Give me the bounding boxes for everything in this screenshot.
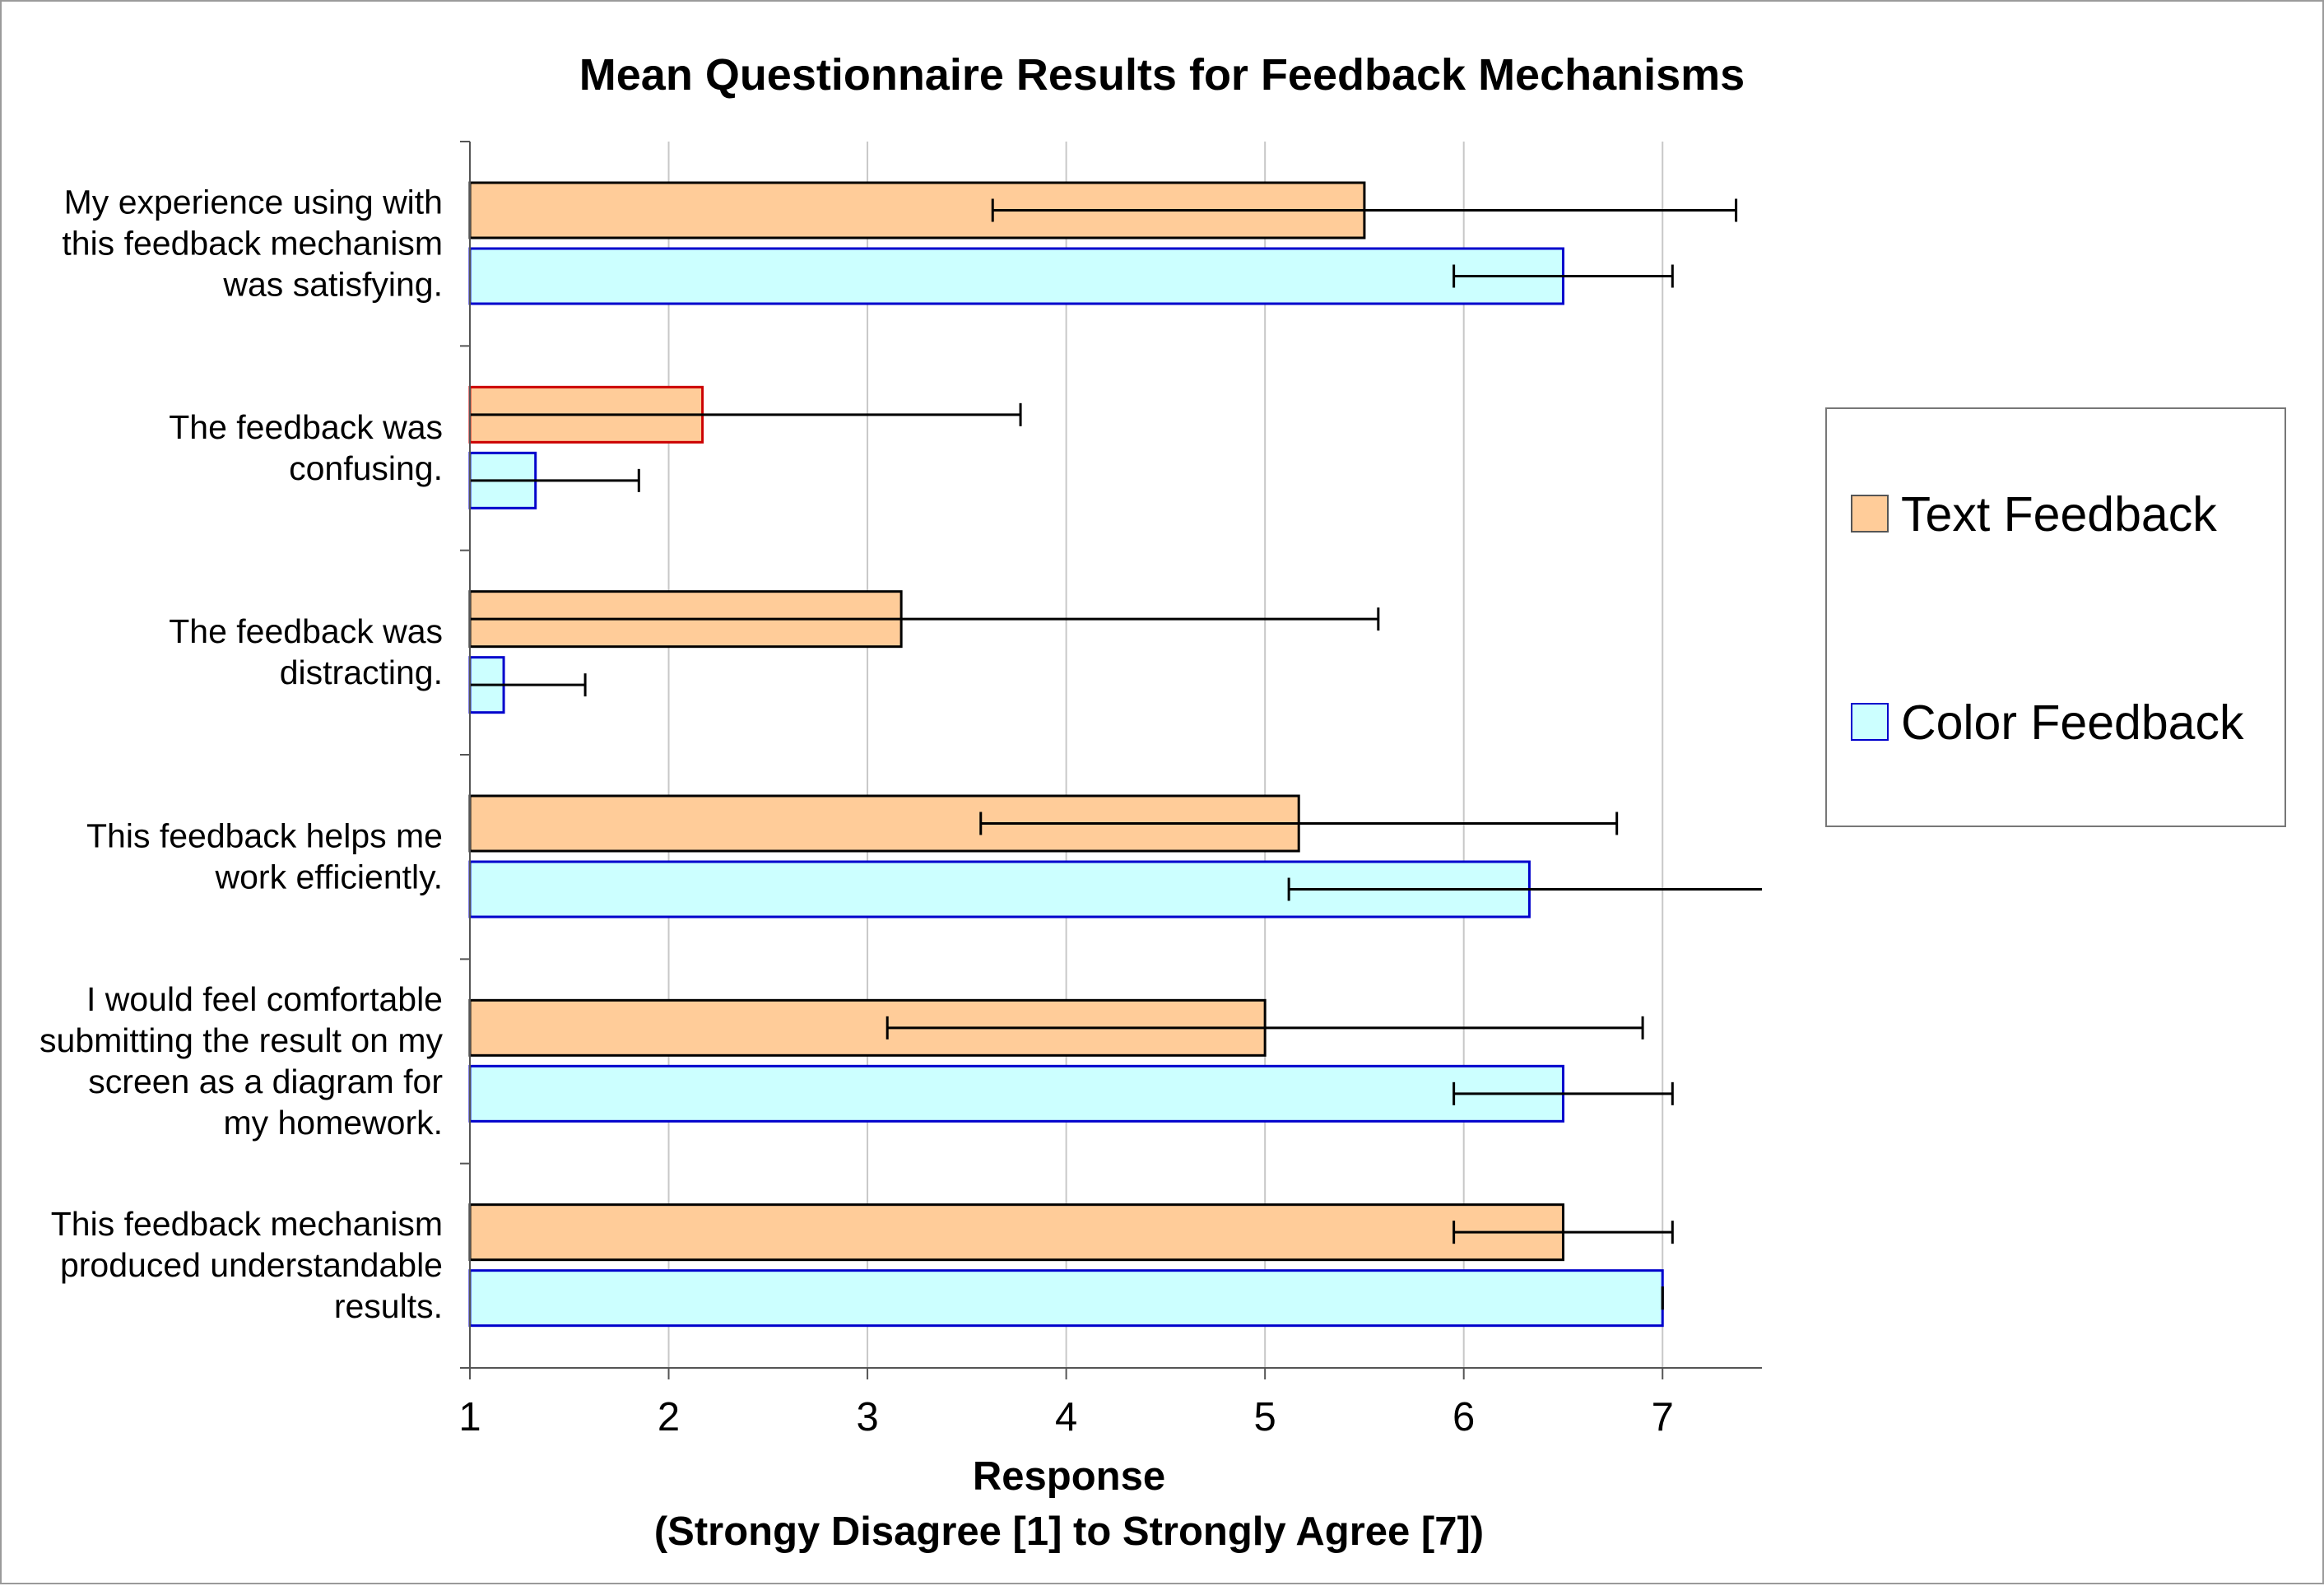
category-label: distracting.: [280, 653, 443, 691]
category-label: The feedback was: [169, 612, 443, 650]
x-tick-label: 5: [1254, 1395, 1276, 1439]
category-label: submitting the result on my: [40, 1021, 443, 1059]
category-label: my homework.: [223, 1104, 443, 1142]
category-label: This feedback helps me: [86, 817, 443, 855]
category-label: was satisfying.: [222, 266, 443, 304]
legend-swatch-color-feedback: [1851, 703, 1889, 741]
category-label: work efficiently.: [215, 858, 443, 896]
legend: Text Feedback Color Feedback: [1825, 407, 2286, 827]
category-label: My experience using with: [64, 184, 443, 221]
legend-box: [1825, 407, 2286, 827]
category-label: This feedback mechanism: [51, 1205, 443, 1243]
x-tick-label: 2: [658, 1395, 680, 1439]
chart-title: Mean Questionnaire Results for Feedback …: [579, 50, 1745, 100]
gridlines: [667, 142, 1664, 1368]
text-feedback-bar: [468, 1203, 1564, 1262]
x-tick-label: 6: [1452, 1395, 1475, 1439]
color-feedback-bar: [468, 1064, 1564, 1123]
category-label: produced understandable: [60, 1246, 443, 1284]
x-tick-label: 1: [458, 1395, 481, 1439]
bars: [468, 181, 1762, 1328]
category-labels: My experience using with this feedback me…: [40, 184, 443, 1326]
legend-label: Text Feedback: [1901, 487, 2217, 542]
category-label: confusing.: [289, 449, 443, 487]
category-label: screen as a diagram for: [88, 1063, 443, 1100]
category-label: I would feel comfortable: [86, 980, 443, 1018]
legend-label: Color Feedback: [1901, 695, 2244, 750]
color-feedback-bar: [468, 1269, 1664, 1328]
category-label: The feedback was: [169, 408, 443, 446]
x-tick-label: 7: [1652, 1395, 1674, 1439]
x-axis-subtitle: (Strongy Disagree [1] to Strongly Agree …: [654, 1509, 1484, 1554]
category-label: results.: [334, 1287, 443, 1325]
color-feedback-bar: [468, 247, 1564, 305]
legend-swatch-text-feedback: [1851, 495, 1889, 533]
x-tick-label: 4: [1055, 1395, 1077, 1439]
category-label: this feedback mechanism: [62, 225, 443, 263]
axes: 1 2 3 4 5 6 7: [458, 141, 1762, 1439]
x-axis-title: Response: [973, 1454, 1165, 1499]
x-tick-label: 3: [856, 1395, 878, 1439]
